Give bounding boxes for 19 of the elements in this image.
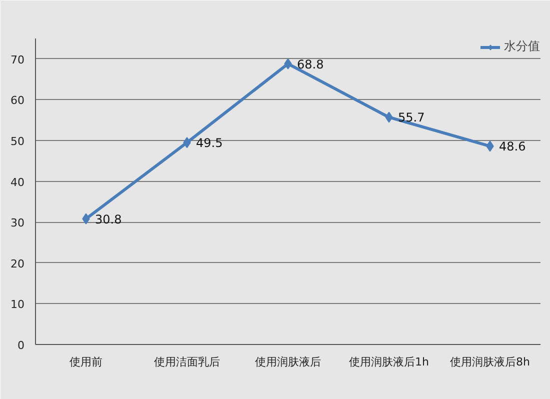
y-tick-label: 60: [10, 94, 25, 108]
data-label: 68.8: [297, 57, 324, 72]
x-tick-label: 使用前: [70, 356, 102, 368]
x-tick-label: 使用洁面乳后: [154, 356, 220, 368]
y-tick-label: 40: [10, 176, 25, 189]
data-label: 55.7: [398, 110, 425, 125]
y-tick-label: 20: [10, 257, 25, 270]
x-tick-label: 使用润肤液后8h: [450, 356, 530, 368]
data-label: 30.8: [95, 212, 122, 226]
x-tick-label: 使用润肤液后: [255, 356, 321, 368]
data-label: 48.6: [499, 140, 526, 154]
y-tick-label: 0: [18, 339, 24, 352]
data-label: 49.5: [196, 136, 223, 150]
y-tick-label: 30: [10, 216, 25, 230]
x-tick-label: 使用润肤液后1h: [349, 356, 430, 368]
y-tick-label: 50: [10, 135, 25, 148]
legend-label: 水分值: [504, 38, 540, 55]
y-tick-label: 70: [10, 53, 25, 66]
y-tick-label: 10: [10, 298, 25, 312]
